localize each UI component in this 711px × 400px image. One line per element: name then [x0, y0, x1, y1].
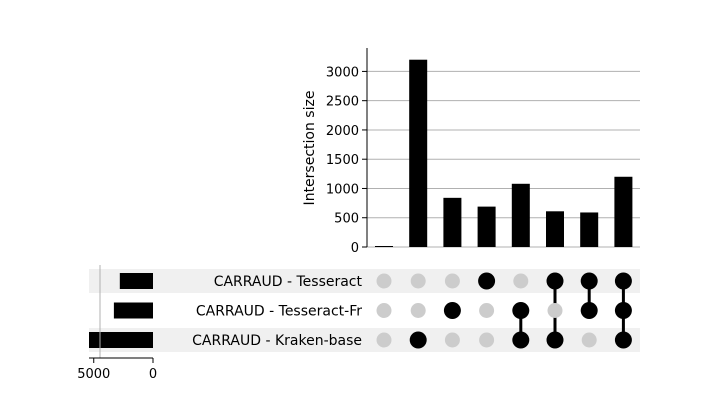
- matrix-dot-active: [614, 331, 632, 349]
- matrix-dot-active: [580, 272, 598, 290]
- y-tick-label: 2500: [326, 95, 359, 110]
- matrix-dot-inactive: [444, 332, 460, 348]
- matrix-dot-active: [409, 331, 427, 349]
- y-tick-label: 2000: [326, 124, 359, 139]
- y-tick-label: 0: [351, 241, 359, 256]
- intersection-bar: [409, 59, 428, 247]
- matrix-dot-active: [614, 272, 632, 290]
- matrix-dot-inactive: [410, 303, 426, 318]
- intersection-bar: [546, 211, 564, 247]
- matrix-dot-inactive: [479, 303, 495, 318]
- y-tick-label: 1500: [326, 153, 359, 168]
- matrix-dot-inactive: [513, 273, 529, 289]
- set-size-bar: [113, 302, 153, 319]
- matrix-dot-inactive: [547, 303, 563, 318]
- set-label: CARRAUD - Tesseract: [214, 274, 363, 290]
- set-label: CARRAUD - Tesseract-Fr: [196, 304, 362, 320]
- matrix-dot-active: [478, 272, 496, 290]
- y-axis-label: Intersection size: [302, 91, 318, 206]
- set-label: CARRAUD - Kraken-base: [192, 333, 362, 349]
- matrix-dot-inactive: [410, 273, 426, 289]
- set-labels: CARRAUD - Tesseract CARRAUD - Tesseract-F…: [192, 274, 362, 349]
- intersection-bar: [511, 183, 530, 247]
- y-tick-label: 3000: [326, 65, 359, 80]
- intersection-bar: [375, 246, 393, 247]
- set-size-axis: 5000 0: [77, 265, 157, 382]
- matrix-dot-active: [546, 272, 564, 290]
- y-tick-label: 1000: [326, 182, 359, 197]
- matrix-dot-inactive: [376, 303, 392, 318]
- intersection-bar: [580, 212, 599, 247]
- intersection-bar: [443, 197, 462, 247]
- set-size-tick-label: 5000: [77, 367, 110, 382]
- intersection-bars: [375, 59, 633, 247]
- set-size-tick-label: 0: [149, 367, 157, 382]
- gridlines: [367, 70, 640, 248]
- set-size-bars: [89, 273, 153, 348]
- matrix-dot-active: [512, 331, 530, 349]
- intersection-matrix: [376, 272, 632, 349]
- set-size-bar: [119, 273, 153, 289]
- set-size-bar: [89, 332, 153, 348]
- matrix-dot-active: [614, 302, 632, 319]
- matrix-dot-active: [546, 331, 564, 349]
- matrix-dot-active: [512, 302, 530, 319]
- matrix-dot-inactive: [444, 273, 460, 289]
- matrix-dot-inactive: [581, 332, 597, 348]
- y-axis: 0 500 1000 1500 2000 2500 3000: [326, 48, 368, 256]
- intersection-bar: [614, 176, 633, 247]
- intersection-bar: [477, 206, 496, 247]
- matrix-dot-inactive: [376, 332, 392, 348]
- matrix-dot-inactive: [479, 332, 495, 348]
- matrix-dot-active: [443, 302, 461, 319]
- matrix-dot-inactive: [376, 273, 392, 289]
- matrix-dot-active: [580, 302, 598, 319]
- y-tick-label: 500: [334, 212, 359, 227]
